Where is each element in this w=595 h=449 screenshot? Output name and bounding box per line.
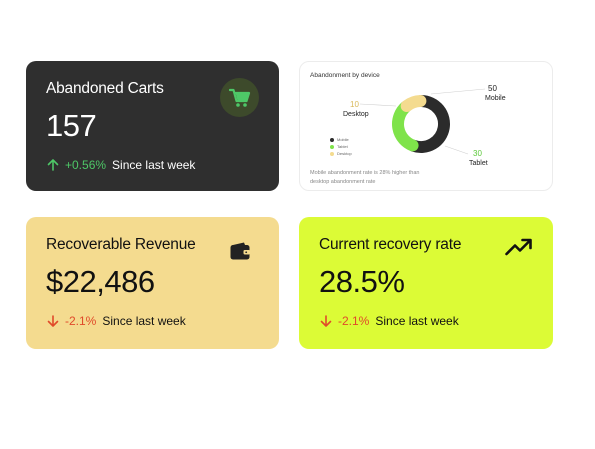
recovery-rate-value: 28.5% bbox=[319, 264, 405, 299]
tablet-leader-line bbox=[444, 145, 469, 155]
change-percent: +0.56% bbox=[65, 158, 107, 172]
change-percent: -2.1% bbox=[338, 314, 370, 328]
legend-label: Mobile bbox=[337, 137, 349, 142]
legend-swatch bbox=[330, 151, 334, 156]
device-abandonment-chart: Abandonment by device 50 Mobile 30 Table… bbox=[299, 61, 553, 191]
legend-item: Tablet bbox=[330, 143, 352, 150]
tablet-segment bbox=[392, 100, 419, 152]
legend-swatch bbox=[330, 144, 334, 149]
card-title: Abandoned Carts bbox=[46, 80, 164, 97]
donut-chart bbox=[359, 88, 486, 155]
shopping-cart-icon bbox=[220, 78, 259, 117]
chart-title: Abandonment by device bbox=[310, 72, 380, 79]
desktop-leader-line bbox=[359, 103, 397, 107]
arrow-down-icon bbox=[320, 315, 332, 327]
abandoned-carts-value: 157 bbox=[46, 108, 97, 143]
change-indicator: -2.1% Since last week bbox=[46, 314, 186, 328]
abandoned-carts-card: Abandoned Carts 157 +0.56% Since last we… bbox=[26, 61, 279, 191]
revenue-value: $22,486 bbox=[46, 264, 155, 299]
change-period: Since last week bbox=[112, 158, 196, 172]
legend-label: Tablet bbox=[337, 144, 348, 149]
tablet-label: Tablet bbox=[469, 160, 488, 167]
change-indicator: -2.1% Since last week bbox=[319, 314, 459, 328]
tablet-value-label: 30 bbox=[473, 149, 482, 158]
chart-legend: Mobile Tablet Desktop bbox=[330, 136, 352, 157]
card-title: Recoverable Revenue bbox=[46, 236, 196, 253]
arrow-down-icon bbox=[47, 315, 59, 327]
change-period: Since last week bbox=[102, 314, 186, 328]
card-title: Current recovery rate bbox=[319, 236, 462, 253]
recoverable-revenue-card: Recoverable Revenue $22,486 -2.1% Since … bbox=[26, 217, 279, 349]
legend-item: Mobile bbox=[330, 136, 352, 143]
wallet-icon bbox=[230, 242, 250, 260]
desktop-label: Desktop bbox=[343, 111, 369, 118]
change-indicator: +0.56% Since last week bbox=[46, 158, 195, 172]
legend-item: Desktop bbox=[330, 150, 352, 157]
desktop-value-label: 10 bbox=[350, 100, 359, 109]
mobile-value-label: 50 bbox=[488, 84, 497, 93]
mobile-segment bbox=[407, 95, 450, 153]
desktop-segment bbox=[400, 95, 427, 112]
trending-up-icon bbox=[505, 238, 532, 256]
chart-annotation: Mobile abandonment rate is 28% higher th… bbox=[310, 170, 420, 185]
recovery-rate-card: Current recovery rate 28.5% -2.1% Since … bbox=[299, 217, 553, 349]
change-period: Since last week bbox=[375, 314, 459, 328]
mobile-label: Mobile bbox=[485, 95, 506, 102]
legend-swatch bbox=[330, 137, 334, 142]
arrow-up-icon bbox=[47, 159, 59, 171]
change-percent: -2.1% bbox=[65, 314, 97, 328]
mobile-leader-line bbox=[430, 88, 486, 95]
legend-label: Desktop bbox=[337, 151, 352, 156]
